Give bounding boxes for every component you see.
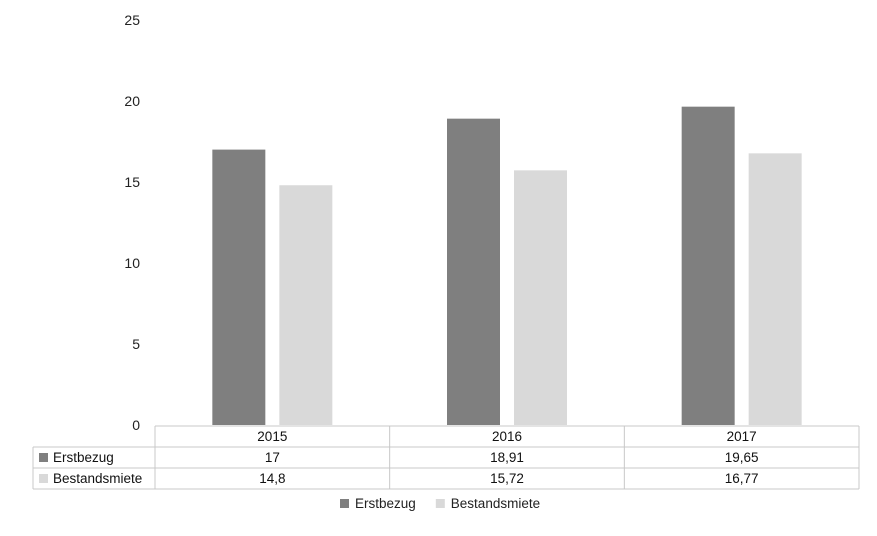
table-value: 16,77 — [725, 471, 759, 486]
y-tick-label: 5 — [132, 336, 140, 352]
y-tick-label: 20 — [124, 93, 140, 109]
bar-bestandsmiete-2017 — [748, 153, 802, 426]
bar-erstbezug-2016 — [447, 118, 500, 426]
table-legend-key — [39, 474, 48, 483]
y-tick-label: 10 — [124, 255, 140, 271]
table-value: 19,65 — [725, 450, 759, 465]
bars — [212, 106, 802, 426]
table-series-label: Bestandsmiete — [53, 471, 142, 486]
x-category-label: 2015 — [257, 429, 287, 444]
legend-label: Bestandsmiete — [451, 496, 540, 511]
table-value: 14,8 — [259, 471, 285, 486]
bar-bestandsmiete-2015 — [279, 185, 333, 425]
bar-erstbezug-2015 — [212, 149, 266, 425]
x-category-label: 2016 — [492, 429, 522, 444]
legend-swatch — [435, 499, 445, 508]
table-legend-key — [39, 453, 48, 462]
table-value: 17 — [265, 450, 280, 465]
data-table: 2015 2016 2017 Erstbezug 17 18,91 19,65 Bestand… — [32, 425, 860, 490]
bar-erstbezug-2017 — [681, 106, 735, 426]
legend-swatch — [340, 499, 349, 508]
y-tick-label: 0 — [132, 417, 140, 433]
table-series-label: Erstbezug — [53, 450, 114, 465]
legend: Erstbezug Bestandsmiete — [340, 496, 540, 511]
y-axis: 0 5 10 15 20 25 — [124, 12, 140, 433]
table-value: 18,91 — [490, 450, 524, 465]
x-category-label: 2017 — [727, 429, 757, 444]
table-value: 15,72 — [490, 471, 524, 486]
legend-label: Erstbezug — [355, 496, 416, 511]
y-tick-label: 15 — [124, 174, 140, 190]
bar-bestandsmiete-2016 — [514, 170, 567, 425]
y-tick-label: 25 — [124, 12, 140, 28]
